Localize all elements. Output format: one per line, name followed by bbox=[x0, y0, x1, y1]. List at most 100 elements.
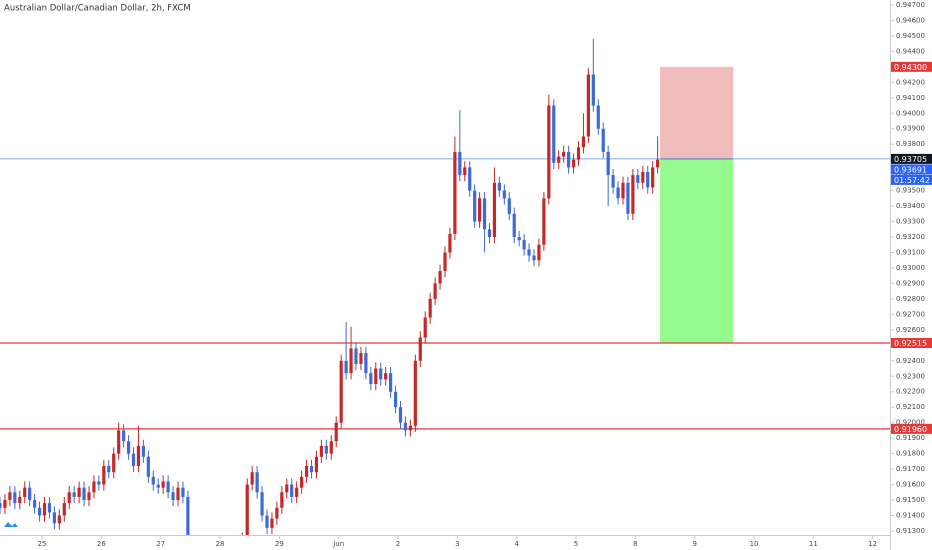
candle-body bbox=[586, 74, 590, 137]
candle-body bbox=[502, 190, 506, 199]
x-tick-label: 3 bbox=[455, 540, 459, 548]
price-tag-box bbox=[891, 61, 932, 72]
candle-body bbox=[136, 445, 141, 466]
price-tag: 0.93705 bbox=[891, 153, 932, 164]
candle-body bbox=[384, 373, 388, 380]
candle-body bbox=[181, 487, 185, 497]
price-tag-label: 0.91960 bbox=[894, 425, 927, 434]
candle-body bbox=[591, 74, 595, 106]
candle-body bbox=[23, 487, 27, 497]
x-tick-label: 2 bbox=[396, 540, 400, 548]
y-tick-label: 0.92600 bbox=[896, 326, 925, 334]
candle-body bbox=[601, 128, 605, 152]
candle-body bbox=[428, 298, 432, 318]
candle-body bbox=[8, 492, 12, 501]
y-tick-label: 0.93400 bbox=[896, 202, 925, 210]
price-tag-box bbox=[891, 153, 932, 164]
candle-body bbox=[3, 500, 7, 508]
candle-body bbox=[349, 348, 353, 374]
price-tag-label: 0.92515 bbox=[894, 339, 927, 348]
candle-body bbox=[33, 500, 37, 508]
price-tag-box bbox=[891, 338, 932, 349]
candle-body bbox=[156, 484, 160, 488]
y-tick-label: 0.94600 bbox=[896, 16, 925, 24]
candle-body bbox=[117, 430, 121, 454]
candle-body bbox=[359, 353, 363, 364]
candle-body bbox=[369, 373, 373, 384]
plot-area bbox=[0, 38, 890, 535]
price-tag: 0.94300 bbox=[891, 61, 932, 72]
candle-body bbox=[131, 453, 136, 466]
candle-body bbox=[166, 481, 170, 493]
candle-body bbox=[423, 317, 427, 338]
candle-body bbox=[304, 465, 309, 477]
x-tick-label: 5 bbox=[574, 540, 578, 548]
y-tick-label: 0.91400 bbox=[896, 512, 925, 520]
candle-body bbox=[557, 156, 561, 163]
y-tick-label: 0.92900 bbox=[896, 279, 925, 287]
y-tick-label: 0.91600 bbox=[896, 481, 925, 489]
price-tag: 0.92515 bbox=[891, 338, 932, 349]
candle-body bbox=[478, 198, 482, 222]
candle-body bbox=[641, 172, 645, 183]
candle-body bbox=[176, 487, 180, 501]
candle-body bbox=[507, 198, 511, 214]
chart-title: Australian Dollar/Canadian Dollar, 2h, F… bbox=[4, 4, 191, 14]
x-tick-label: 26 bbox=[97, 540, 106, 548]
candle-body bbox=[453, 151, 457, 234]
candle-body bbox=[42, 503, 47, 516]
target-zone bbox=[660, 158, 734, 344]
y-tick-label: 0.93500 bbox=[896, 187, 925, 195]
candle-body bbox=[438, 271, 442, 284]
y-tick-label: 0.94400 bbox=[896, 47, 925, 55]
candle-body bbox=[626, 182, 630, 214]
y-tick-label: 0.93900 bbox=[896, 125, 925, 133]
price-tag-box bbox=[891, 423, 932, 434]
candle-body bbox=[67, 492, 71, 504]
countdown-box bbox=[891, 174, 932, 185]
price-tag-box bbox=[891, 164, 932, 175]
candle-body bbox=[112, 453, 116, 473]
candle-body bbox=[52, 512, 56, 524]
candle-body bbox=[517, 237, 521, 241]
x-tick-label: Jun bbox=[332, 540, 344, 548]
candle-body bbox=[47, 503, 52, 513]
candle-body bbox=[522, 240, 526, 250]
y-tick-label: 0.92300 bbox=[896, 372, 925, 380]
price-tag-label: 0.93705 bbox=[894, 155, 927, 164]
candle-body bbox=[275, 507, 279, 519]
candle-body bbox=[468, 167, 472, 191]
candle-body bbox=[433, 283, 437, 299]
candle-body bbox=[102, 465, 106, 485]
candle-body bbox=[374, 368, 378, 384]
y-tick-label: 0.94500 bbox=[896, 32, 925, 40]
candle-body bbox=[62, 503, 66, 516]
candle-body bbox=[443, 252, 447, 272]
candle-body bbox=[606, 151, 610, 176]
candle-body bbox=[636, 175, 640, 183]
y-tick-label: 0.92000 bbox=[896, 419, 925, 427]
candle-body bbox=[576, 147, 581, 160]
candle-body bbox=[329, 441, 333, 454]
candle-body bbox=[250, 472, 254, 485]
candle-body bbox=[339, 360, 343, 423]
x-tick-label: 8 bbox=[633, 540, 637, 548]
candle-body bbox=[571, 159, 576, 168]
candle-body bbox=[57, 515, 61, 524]
candle-body bbox=[379, 368, 383, 380]
candle-body bbox=[611, 175, 615, 188]
y-tick-label: 0.92700 bbox=[896, 310, 925, 318]
candle-body bbox=[448, 233, 452, 253]
candle-body bbox=[458, 151, 462, 176]
candle-body bbox=[82, 487, 86, 501]
candle-body bbox=[487, 229, 492, 238]
candle-body bbox=[389, 373, 393, 392]
candle-body bbox=[408, 425, 412, 431]
candle-body bbox=[324, 445, 328, 454]
y-tick-label: 0.93800 bbox=[896, 140, 925, 148]
price-tag: 0.91960 bbox=[891, 423, 932, 434]
candle-body bbox=[616, 187, 620, 199]
candle-body bbox=[146, 456, 150, 477]
